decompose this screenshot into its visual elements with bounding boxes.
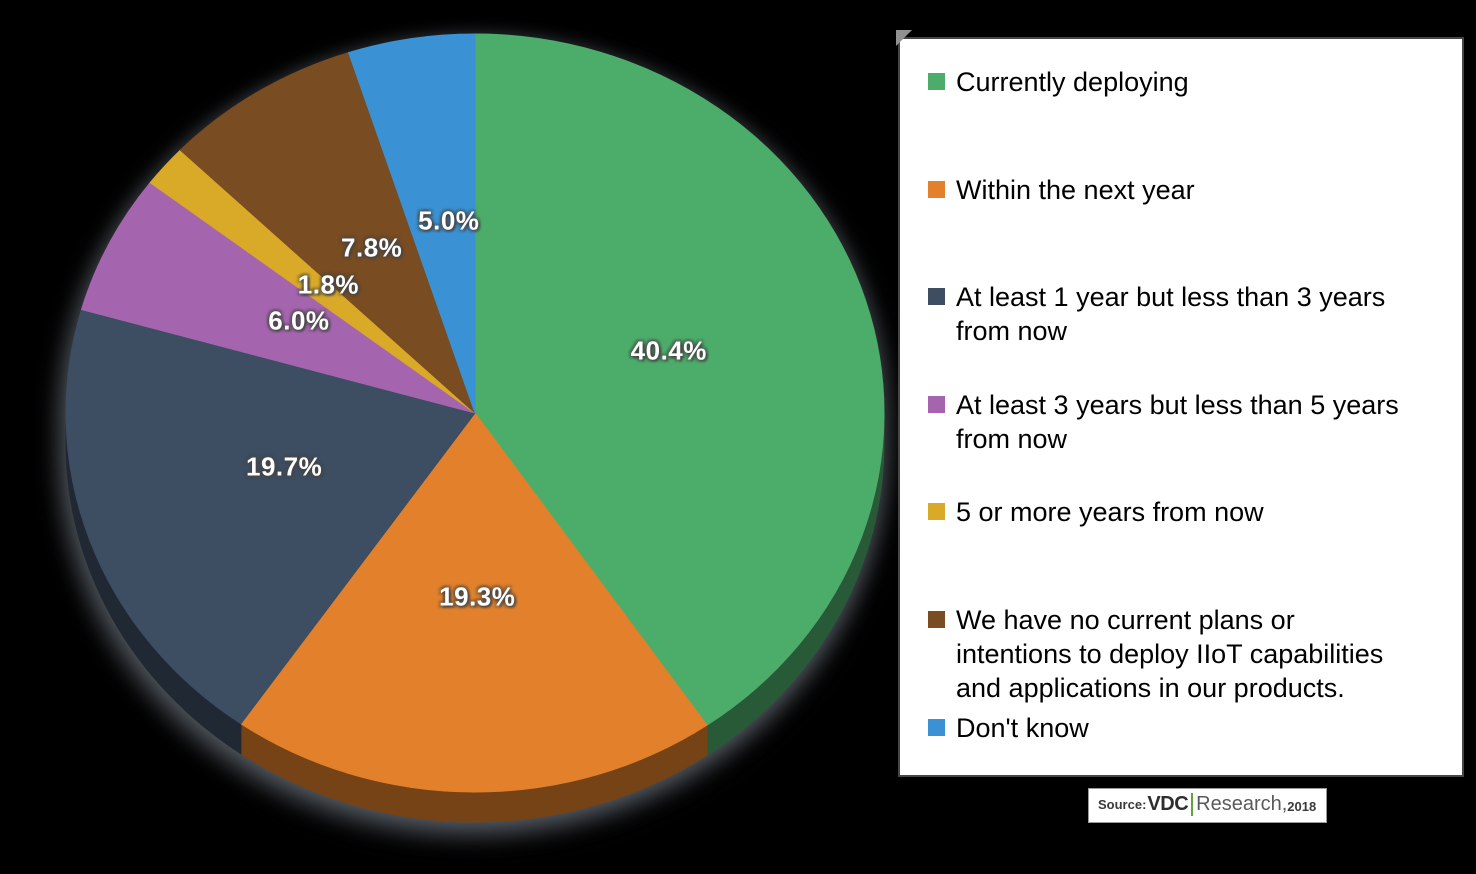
pie-slice-5 (179, 51, 476, 414)
pie-slice-3 (80, 181, 476, 414)
legend-item-no-plans: We have no current plans or intentions t… (928, 603, 1448, 711)
pie-slice-1 (240, 412, 708, 793)
legend-label: 5 or more years from now (956, 497, 1264, 528)
legend-item-5-plus-years: 5 or more years from now (928, 495, 1448, 603)
source-attribution: Source: VDC Research, 2018 (1088, 788, 1328, 823)
legend-swatch-slate (928, 288, 945, 306)
legend-swatch-green (928, 73, 945, 90)
legend-label: Don't know (956, 712, 1089, 743)
legend-label: At least 1 year but less than 3 years fr… (956, 282, 1386, 347)
legend-swatch-purple (928, 395, 945, 413)
pie-slice-0 (474, 33, 885, 726)
source-prefix-label: Source: (1098, 797, 1147, 812)
legend-label: We have no current plans or intentions t… (956, 604, 1384, 703)
source-brand-vdc: VDC (1147, 793, 1189, 815)
legend-label: Currently deploying (956, 67, 1189, 97)
legend-label: At least 3 years but less than 5 years f… (956, 389, 1399, 454)
legend-item-currently-deploying: Currently deploying (928, 65, 1448, 173)
legend-item-3-to-5-years: At least 3 years but less than 5 years f… (928, 388, 1448, 496)
legend-swatch-gold (928, 503, 945, 521)
legend-label: Within the next year (956, 174, 1195, 205)
legend-swatch-brown (928, 610, 945, 628)
legend-swatch-orange (928, 180, 945, 198)
source-divider-bar (1191, 793, 1194, 816)
legend-item-within-next-year: Within the next year (928, 173, 1448, 281)
legend-item-dont-know: Don't know (928, 711, 1448, 819)
legend: Currently deploying Within the next year… (896, 30, 1464, 777)
source-name-label: Research, (1196, 793, 1288, 815)
pie-slice-6 (347, 33, 476, 414)
legend-corner-fold (896, 30, 912, 46)
pie-slice-2 (65, 308, 476, 725)
legend-swatch-blue (928, 718, 945, 736)
source-year-label: 2018 (1287, 798, 1317, 814)
legend-item-1-to-3-years: At least 1 year but less than 3 years fr… (928, 280, 1448, 388)
legend-list: Currently deploying Within the next year… (928, 65, 1448, 775)
